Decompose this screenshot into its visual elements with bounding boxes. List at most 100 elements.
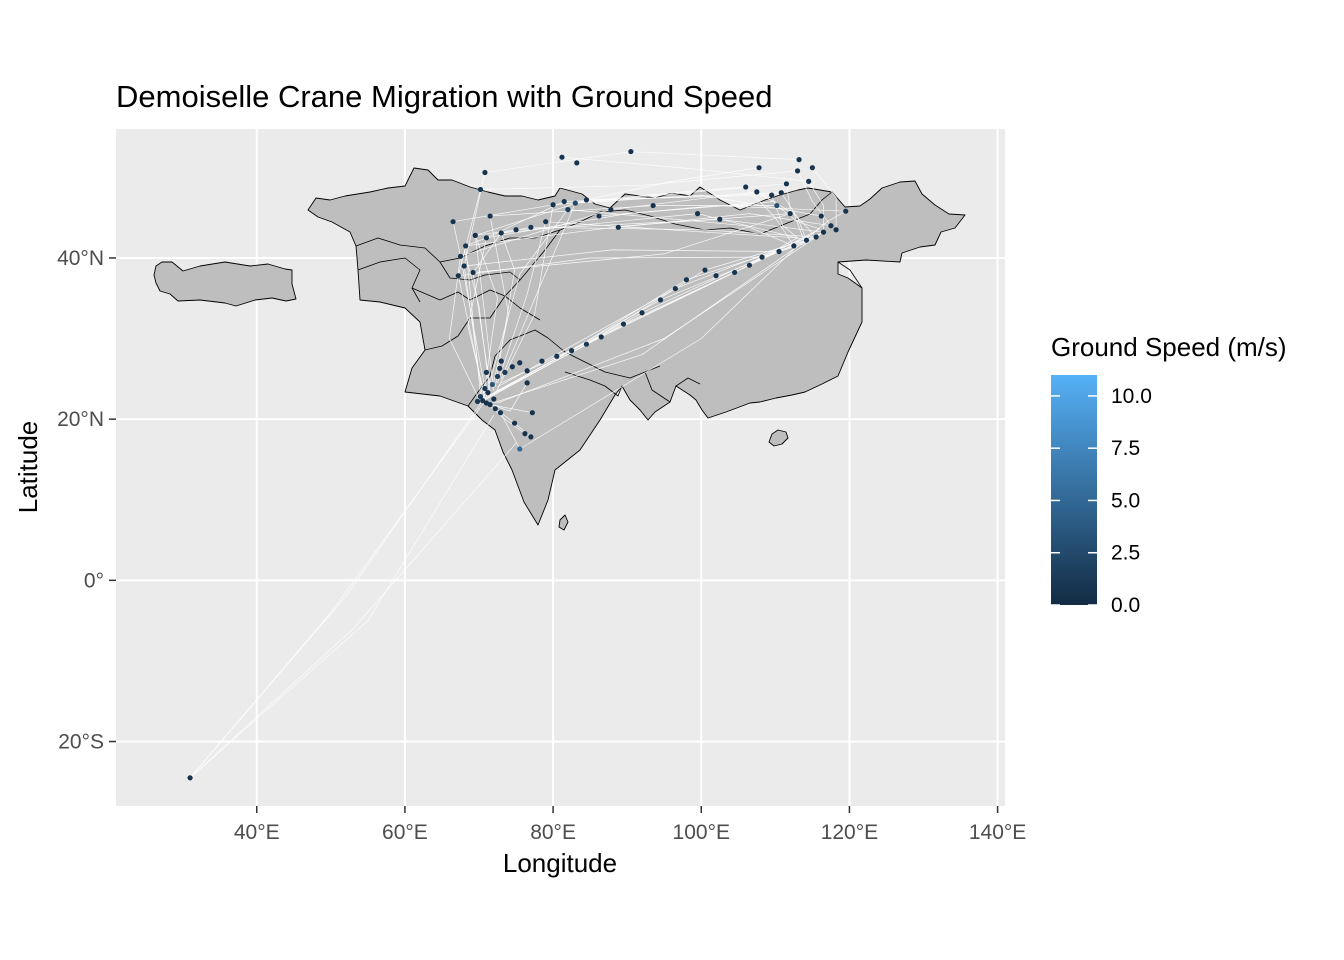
x-tick-label: 40°E (234, 821, 280, 844)
x-tick-label: 80°E (530, 821, 576, 844)
border-myanmar-thailand (644, 371, 701, 403)
migration-track (467, 237, 487, 404)
gps-point (572, 200, 578, 206)
gps-point (620, 321, 627, 327)
gps-point (461, 263, 467, 269)
gps-point (818, 213, 824, 219)
gps-point (743, 184, 749, 190)
border-nepal-bangladesh (564, 371, 623, 397)
gps-point (559, 154, 565, 160)
migration-track (486, 201, 776, 239)
gps-point (583, 341, 590, 347)
gps-point (482, 385, 488, 392)
y-tick-label: 20°S (58, 731, 104, 754)
gps-point (485, 389, 491, 396)
y-axis: 40°N 20°N 0° 20°S (57, 247, 116, 754)
border-iran-afghanistan (411, 287, 506, 301)
gps-point (498, 358, 504, 364)
gps-point (528, 224, 534, 230)
gps-point (492, 406, 498, 412)
gps-point (502, 369, 508, 375)
gps-point (713, 273, 719, 279)
migration-track (553, 186, 746, 206)
map-layer (153, 148, 966, 781)
legend-tick-label: 10.0 (1111, 385, 1152, 408)
gps-point (778, 190, 784, 196)
gps-point (487, 213, 493, 219)
gps-point (833, 227, 839, 233)
x-tick-label: 120°E (821, 821, 878, 844)
migration-track (484, 237, 798, 399)
gps-point (657, 297, 664, 303)
x-tick-label: 140°E (969, 821, 1026, 844)
gps-point (517, 360, 523, 366)
gps-point (543, 219, 549, 225)
migration-track (561, 156, 809, 182)
gps-point (787, 211, 793, 217)
migration-track (786, 183, 817, 238)
gps-point (746, 262, 753, 268)
gps-point (828, 223, 834, 229)
gps-point (639, 310, 645, 316)
migration-track (486, 382, 528, 412)
gps-point (482, 169, 488, 176)
gps-point (477, 393, 484, 400)
gps-point (509, 364, 515, 370)
gps-point (809, 165, 815, 171)
gps-point (803, 237, 810, 243)
migration-track (493, 204, 554, 397)
migration-track (465, 213, 791, 247)
legend-tick-label: 7.5 (1111, 437, 1140, 460)
gps-point (524, 368, 530, 374)
migration-track (545, 221, 798, 239)
migration-track (567, 209, 795, 247)
gps-point (702, 267, 708, 273)
migration-track (745, 186, 795, 247)
gps-point (477, 186, 484, 193)
x-axis: 40°E 60°E 80°E 100°E 120°E 140°E (234, 806, 1026, 844)
gps-point (650, 202, 656, 209)
gps-point (483, 369, 490, 375)
migration-track (500, 412, 521, 450)
gps-point (539, 358, 545, 364)
gps-point (494, 373, 501, 380)
migration-track (189, 443, 517, 779)
gps-point (694, 211, 701, 217)
gps-point (608, 206, 614, 213)
migration-track (487, 239, 807, 405)
country-shapes (153, 167, 966, 531)
gps-point (455, 273, 461, 279)
border-kazakhstan-south (355, 229, 561, 263)
gps-point (569, 348, 575, 354)
gps-point (791, 243, 797, 249)
migration-track (449, 256, 480, 400)
gps-point (187, 775, 193, 781)
legend-title: Ground Speed (m/s) (1051, 332, 1287, 362)
migration-track (480, 170, 798, 190)
gps-point (463, 243, 469, 249)
gps-point (796, 157, 802, 163)
border-korea (837, 261, 863, 289)
sri-lanka-shape (558, 514, 569, 531)
migration-track (500, 202, 576, 379)
migration-track (756, 191, 806, 244)
gps-point (497, 365, 503, 371)
border-china-west (504, 229, 561, 297)
x-tick-label: 60°E (382, 821, 428, 844)
gps-point (806, 178, 812, 184)
gps-point (628, 148, 634, 155)
gps-point (511, 420, 518, 426)
gps-point (498, 230, 504, 236)
migration-track (519, 245, 798, 450)
gps-point (565, 206, 571, 213)
migration-track (189, 398, 487, 779)
gps-point (450, 219, 456, 225)
migration-track (808, 181, 824, 233)
migration-track (473, 213, 791, 273)
y-axis-label: Latitude (13, 421, 43, 514)
gps-point (672, 285, 678, 292)
gps-point (598, 334, 604, 340)
gps-point (497, 410, 504, 416)
gps-point (756, 165, 762, 171)
